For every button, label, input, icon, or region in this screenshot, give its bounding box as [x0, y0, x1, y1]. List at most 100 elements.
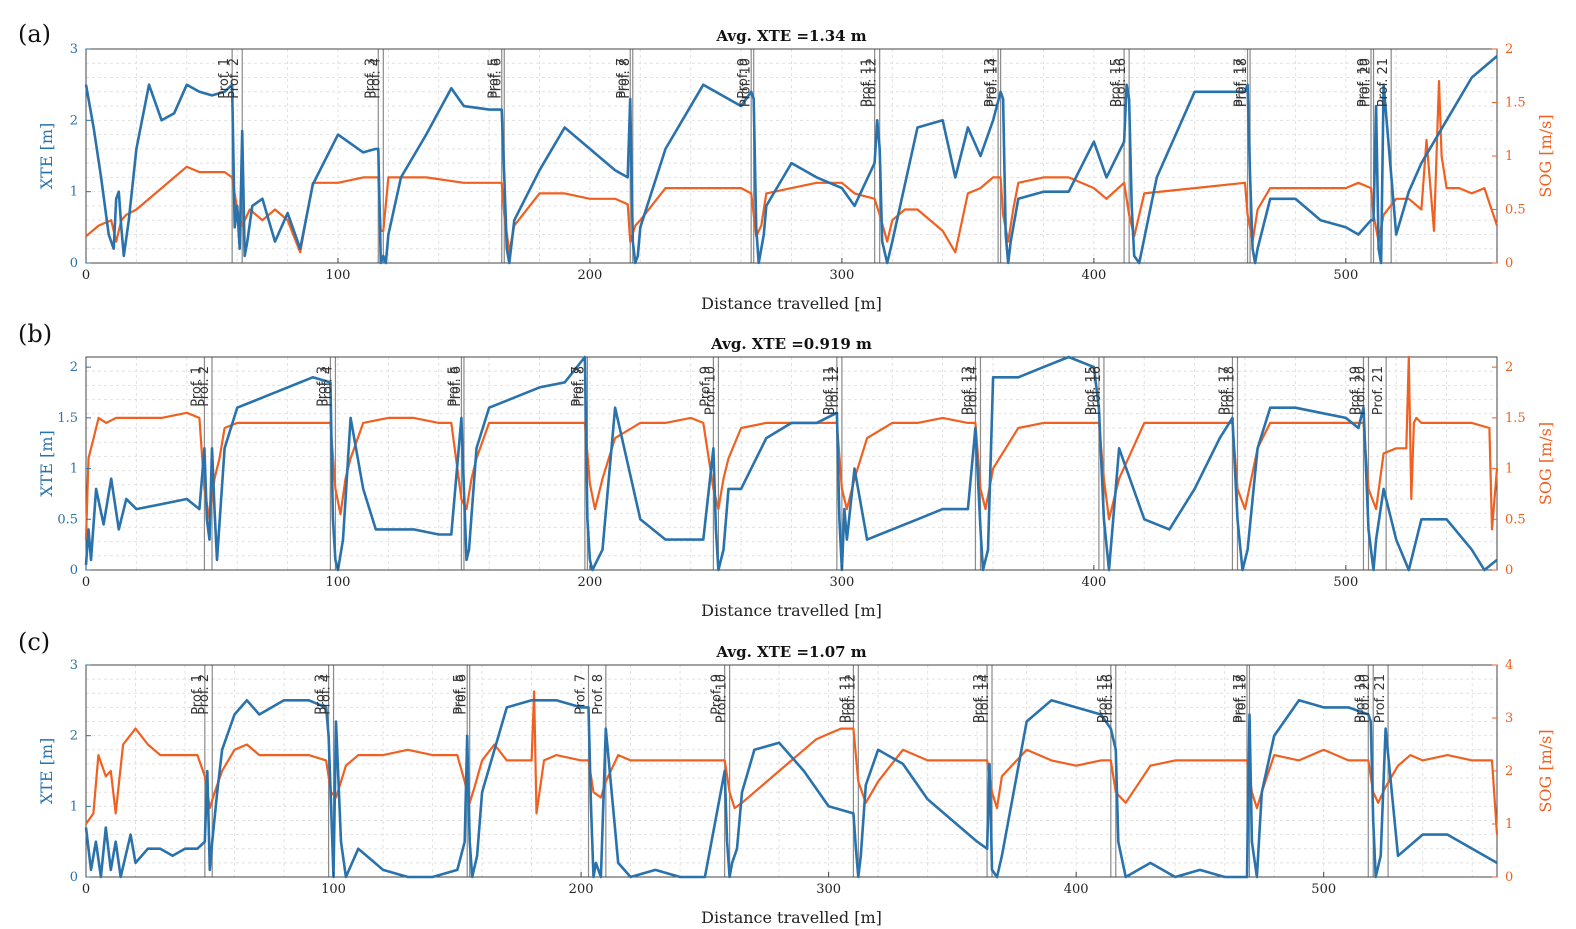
profile-label: Prof. 17 [1232, 674, 1247, 723]
y2-tick-label: 0.5 [1505, 512, 1526, 527]
chart-title: Avg. XTE =1.34 m [715, 27, 866, 45]
profile-label: Prof. 8 [591, 674, 606, 715]
profile-label: Prof. 16 [1101, 674, 1116, 723]
y-tick-label: 3 [70, 658, 78, 673]
profile-label: Prof. 6 [449, 366, 464, 407]
y2-tick-label: 0.5 [1505, 203, 1526, 218]
sog-line [85, 690, 1499, 835]
panel-label-b: (b) [18, 320, 52, 348]
panel-label-a: (a) [18, 20, 51, 48]
profile-label: Prof. 17 [1217, 366, 1232, 415]
profile-label: Prof. 15 [1109, 58, 1124, 107]
profile-label: Prof. 1 [190, 674, 205, 715]
profile-label: Prof. 3 [363, 58, 378, 99]
x-axis-label: Distance travelled [m] [701, 294, 882, 313]
plot-frame [85, 664, 1498, 878]
profile-label: Prof. 20 [1358, 674, 1373, 723]
y-tick-label: 0 [70, 563, 78, 578]
y2-tick-label: 2 [1505, 42, 1513, 57]
x-tick-label: 100 [321, 882, 346, 897]
x-tick-label: 300 [829, 268, 854, 283]
xte-line [84, 355, 1498, 572]
profile-label: Prof. 17 [1233, 58, 1248, 107]
y2-tick-label: 1 [1505, 149, 1513, 164]
profile-label: Prof. 14 [965, 366, 980, 415]
x-tick-label: 200 [569, 882, 594, 897]
profile-label: Prof. 16 [1089, 366, 1104, 415]
profile-label: Prof. 10 [715, 674, 730, 723]
x-axis-label: Distance travelled [m] [701, 908, 882, 927]
y2-axis-label: SOG [m/s] [1536, 729, 1555, 812]
x-tick-label: 400 [1064, 882, 1089, 897]
profile-label: Prof. 15 [1084, 366, 1099, 415]
profile-label: Prof. 11 [822, 366, 837, 415]
profile-label: Prof. 15 [1096, 674, 1111, 723]
profile-label: Prof. 10 [739, 58, 754, 107]
x-tick-label: 400 [1081, 268, 1106, 283]
profile-label: Prof. 11 [838, 674, 853, 723]
panel-label-c: (c) [18, 628, 50, 656]
y-tick-label: 0.5 [57, 512, 78, 527]
profile-label: Prof. 20 [1359, 58, 1374, 107]
profile-label: Prof. 9 [698, 366, 713, 407]
profile-label: Prof. 7 [615, 58, 630, 99]
x-tick-label: 100 [326, 575, 351, 590]
x-tick-label: 300 [816, 882, 841, 897]
y2-tick-label: 3 [1505, 711, 1513, 726]
profile-label: Prof. 6 [489, 58, 504, 99]
profile-label: Prof. 14 [986, 58, 1001, 107]
profile-label: Prof. 9 [710, 674, 725, 715]
x-tick-label: 300 [829, 575, 854, 590]
profile-label: Prof. 3 [315, 366, 330, 407]
y2-tick-label: 1 [1505, 462, 1513, 477]
x-tick-label: 500 [1311, 882, 1336, 897]
profile-label: Prof. 21 [1376, 58, 1391, 107]
profile-label: Prof. 19 [1353, 674, 1368, 723]
y-tick-label: 2 [70, 729, 78, 744]
sog-line [85, 79, 1499, 254]
x-axis-label: Distance travelled [m] [701, 601, 882, 620]
y-axis-label: XTE [m] [37, 430, 56, 496]
profile-label: Prof. 6 [455, 674, 470, 715]
y-tick-label: 1.5 [57, 411, 78, 426]
y2-tick-label: 2 [1505, 764, 1513, 779]
profile-label: Prof. 21 [1373, 674, 1388, 723]
profile-label: Prof. 1 [217, 58, 232, 99]
profile-label: Prof. 4 [319, 674, 334, 715]
y-tick-label: 2 [70, 360, 78, 375]
chart-title: Avg. XTE =1.07 m [715, 643, 866, 661]
profile-label: Prof. 13 [960, 366, 975, 415]
y-tick-label: 0 [70, 870, 78, 885]
profile-label: Prof. 2 [227, 58, 242, 99]
x-tick-label: 200 [578, 268, 603, 283]
y2-axis-label: SOG [m/s] [1536, 114, 1555, 197]
y2-tick-label: 0 [1505, 563, 1513, 578]
y-tick-label: 0 [70, 256, 78, 271]
profile-label: Prof. 16 [1114, 58, 1129, 107]
profile-label: Prof. 19 [1356, 58, 1371, 107]
profile-label: Prof. 10 [703, 366, 718, 415]
chart-title: Avg. XTE =0.919 m [710, 335, 872, 353]
profile-label: Prof. 11 [860, 58, 875, 107]
profile-label: Prof. 5 [487, 58, 502, 99]
profile-label: Prof. 5 [446, 366, 461, 407]
profile-label: Prof. 14 [977, 674, 992, 723]
y2-axis-label: SOG [m/s] [1536, 422, 1555, 505]
x-tick-label: 500 [1333, 268, 1358, 283]
profile-label: Prof. 12 [865, 58, 880, 107]
y2-tick-label: 1.5 [1505, 96, 1526, 111]
y-tick-label: 2 [70, 113, 78, 128]
profile-label: Prof. 13 [983, 58, 998, 107]
profile-label: Prof. 21 [1371, 366, 1386, 415]
xte-line [84, 698, 1498, 879]
x-tick-label: 0 [82, 268, 90, 283]
y2-tick-label: 2 [1505, 360, 1513, 375]
profile-label: Prof. 18 [1235, 58, 1250, 107]
profile-label: Prof. 20 [1353, 366, 1368, 415]
y-tick-label: 1 [70, 462, 78, 477]
x-tick-label: 400 [1081, 575, 1106, 590]
y2-tick-label: 1.5 [1505, 411, 1526, 426]
profile-label: Prof. 7 [570, 366, 585, 407]
